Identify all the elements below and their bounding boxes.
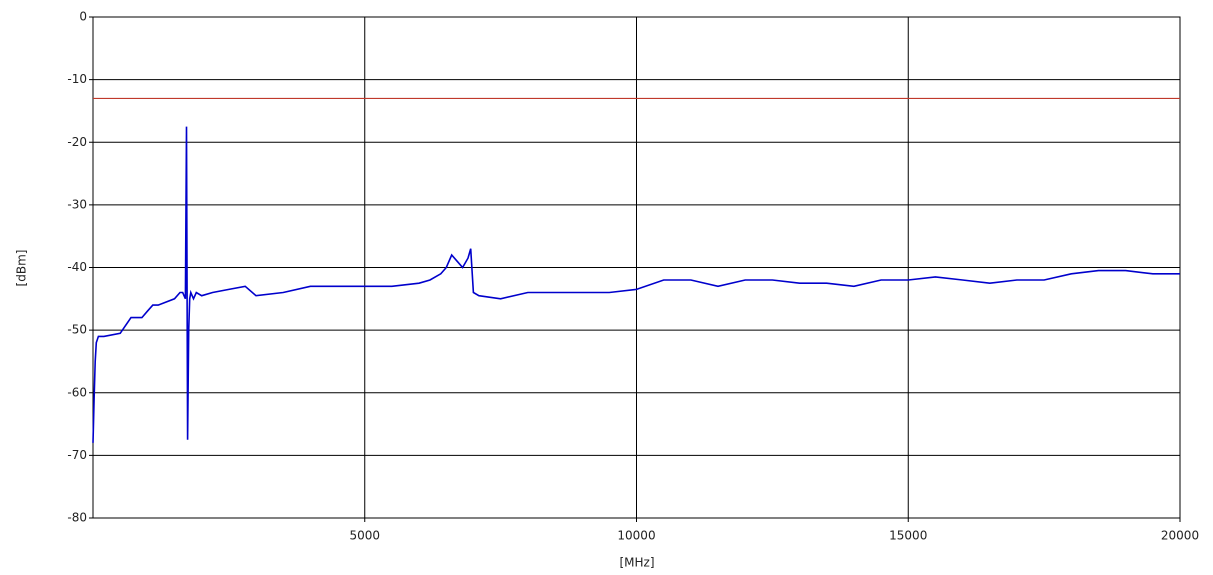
y-tick-label: 0 [79, 10, 87, 24]
y-tick-label: -20 [67, 135, 87, 149]
y-tick-label: -40 [67, 260, 87, 274]
y-tick-label: -10 [67, 72, 87, 86]
x-tick-label: 10000 [617, 529, 655, 543]
x-tick-label: 15000 [889, 529, 927, 543]
y-tick-label: -80 [67, 511, 87, 525]
y-axis-label: [dBm] [15, 250, 29, 287]
x-tick-label: 20000 [1161, 529, 1199, 543]
y-tick-label: -30 [67, 197, 87, 211]
y-tick-label: -70 [67, 448, 87, 462]
trace-line [92, 126, 1180, 443]
y-tick-label: -50 [67, 323, 87, 337]
x-axis-label: [MHz] [619, 556, 654, 570]
plot-border [92, 16, 1181, 519]
y-tick-label: -60 [67, 385, 87, 399]
x-tick-label: 5000 [349, 529, 380, 543]
